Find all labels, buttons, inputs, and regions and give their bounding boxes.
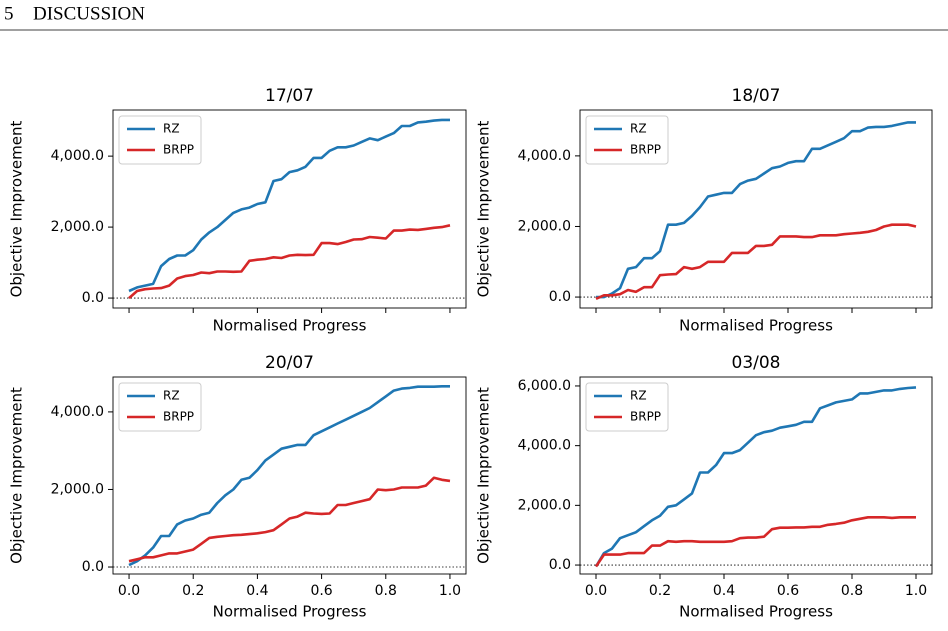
legend-label: BRPP <box>630 143 661 157</box>
series-line <box>128 476 451 563</box>
y-tick-label: 0.0 <box>82 559 104 575</box>
y-axis-label: Objective Improvement <box>475 120 493 297</box>
chart-title: 20/07 <box>265 353 314 373</box>
y-tick-label: 2,000.0 <box>51 219 104 235</box>
x-tick-label: 0.8 <box>375 583 397 599</box>
x-tick-label: 0.6 <box>777 583 799 599</box>
y-tick-label: 0.0 <box>549 289 571 305</box>
chart-title: 17/07 <box>265 86 314 106</box>
y-axis-label: Objective Improvement <box>475 387 493 564</box>
series-line <box>128 224 451 300</box>
y-axis-label: Objective Improvement <box>8 387 26 564</box>
section-number: 5 <box>4 3 14 24</box>
x-tick-label: 0.2 <box>182 583 204 599</box>
series-line <box>128 118 450 293</box>
legend-box <box>585 115 669 165</box>
legend-label: BRPP <box>630 410 661 424</box>
x-tick-label: 1.0 <box>905 583 927 599</box>
legend-label: RZ <box>630 389 647 403</box>
y-axis-label: Objective Improvement <box>8 120 26 297</box>
legend-label: RZ <box>630 122 647 136</box>
x-tick-label: 0.0 <box>585 583 607 599</box>
y-tick-label: 4,000.0 <box>518 148 571 164</box>
legend-label: RZ <box>163 389 180 403</box>
x-tick-label: 0.8 <box>841 583 863 599</box>
y-tick-label: 2,000.0 <box>51 481 104 497</box>
series-line <box>128 385 450 567</box>
x-tick-label: 0.4 <box>246 583 268 599</box>
x-tick-label: 0.6 <box>310 583 332 599</box>
x-axis-label: Normalised Progress <box>679 603 833 621</box>
series-line <box>595 223 917 300</box>
series-line <box>596 121 916 299</box>
axes-frame <box>579 109 933 309</box>
y-tick-label: 4,000.0 <box>51 404 104 420</box>
y-tick-label: 0.0 <box>82 290 104 306</box>
y-tick-label: 2,000.0 <box>518 497 571 513</box>
chart-title: 03/08 <box>732 353 781 373</box>
x-axis-label: Normalised Progress <box>213 317 367 335</box>
x-axis-label: Normalised Progress <box>679 317 833 335</box>
legend-label: BRPP <box>163 410 194 424</box>
x-tick-label: 0.4 <box>713 583 735 599</box>
section-title: DISCUSSION <box>33 3 145 24</box>
chart-title: 18/07 <box>732 86 781 106</box>
legend-label: BRPP <box>163 143 194 157</box>
x-tick-label: 0.0 <box>118 583 140 599</box>
y-tick-label: 4,000.0 <box>518 438 571 454</box>
y-tick-label: 2,000.0 <box>518 218 571 234</box>
y-tick-label: 0.0 <box>549 557 571 573</box>
x-tick-label: 0.2 <box>649 583 671 599</box>
legend-box <box>118 115 202 165</box>
y-tick-label: 4,000.0 <box>51 148 104 164</box>
legend-label: RZ <box>163 122 180 136</box>
series-line <box>594 516 916 568</box>
axes-frame <box>112 109 467 309</box>
axes-frame <box>579 376 933 575</box>
x-axis-label: Normalised Progress <box>213 603 367 621</box>
legend-box <box>585 382 669 432</box>
legend-box <box>118 382 202 432</box>
y-tick-label: 6,000.0 <box>518 378 571 394</box>
x-tick-label: 1.0 <box>439 583 461 599</box>
series-line <box>594 386 917 568</box>
axes-frame <box>112 376 467 575</box>
